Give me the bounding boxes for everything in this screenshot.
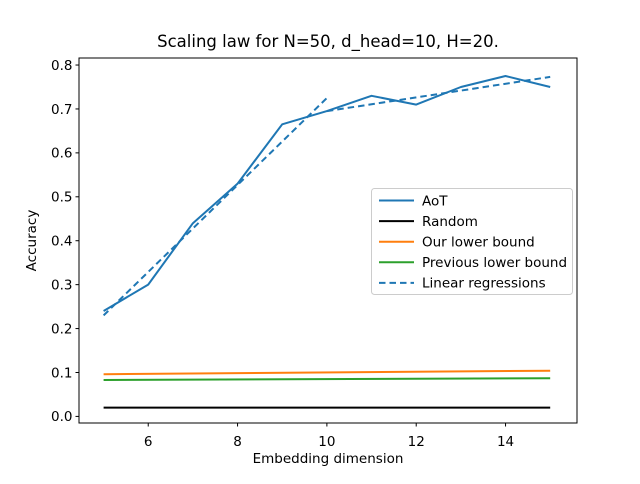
x-axis-ticks: 6 8 10 12 14 [144,423,514,450]
y-tick-label: 0.7 [51,102,72,118]
y-tick-label: 0.1 [51,365,72,381]
legend-label-our-lower-bound: Our lower bound [422,235,535,251]
legend-item-aot: AoT [379,193,448,209]
x-tick-label: 8 [233,434,242,450]
legend-label-linear-regressions: Linear regressions [422,276,546,292]
y-tick-label: 0.8 [51,58,72,74]
legend-item-our-lower-bound: Our lower bound [379,235,535,251]
y-tick-label: 0.3 [51,277,72,293]
y-tick-label: 0.5 [51,190,72,206]
legend-label-random: Random [422,214,478,230]
series-line-linear-regressions [326,75,551,113]
legend-label-previous-lower-bound: Previous lower bound [422,255,567,271]
series-line-our-lower-bound [103,369,551,376]
legend-box [371,188,573,295]
y-tick-label: 0.2 [51,321,72,337]
y-axis-ticks: 0.0 0.1 0.2 0.3 0.4 0.5 0.6 0.7 0.8 [51,58,79,425]
y-tick-label: 0.0 [51,409,72,425]
x-tick-label: 12 [408,434,425,450]
legend-item-previous-lower-bound: Previous lower bound [379,255,567,271]
series-line-previous-lower-bound [103,377,551,381]
x-tick-label: 14 [497,434,514,450]
legend: AoT Random Our lower bound Previous lower b… [371,188,573,295]
series-layer [102,75,551,409]
legend-item-linear-regressions: Linear regressions [379,276,546,292]
y-axis-label: Accuracy [24,210,40,272]
x-tick-label: 6 [144,434,153,450]
chart-title: Scaling law for N=50, d_head=10, H=20. [157,32,499,52]
x-tick-label: 10 [318,434,335,450]
y-tick-label: 0.4 [51,234,72,250]
legend-label-aot: AoT [422,193,448,209]
x-axis-label: Embedding dimension [253,451,404,467]
legend-item-random: Random [379,214,478,230]
y-tick-label: 0.6 [51,146,72,162]
